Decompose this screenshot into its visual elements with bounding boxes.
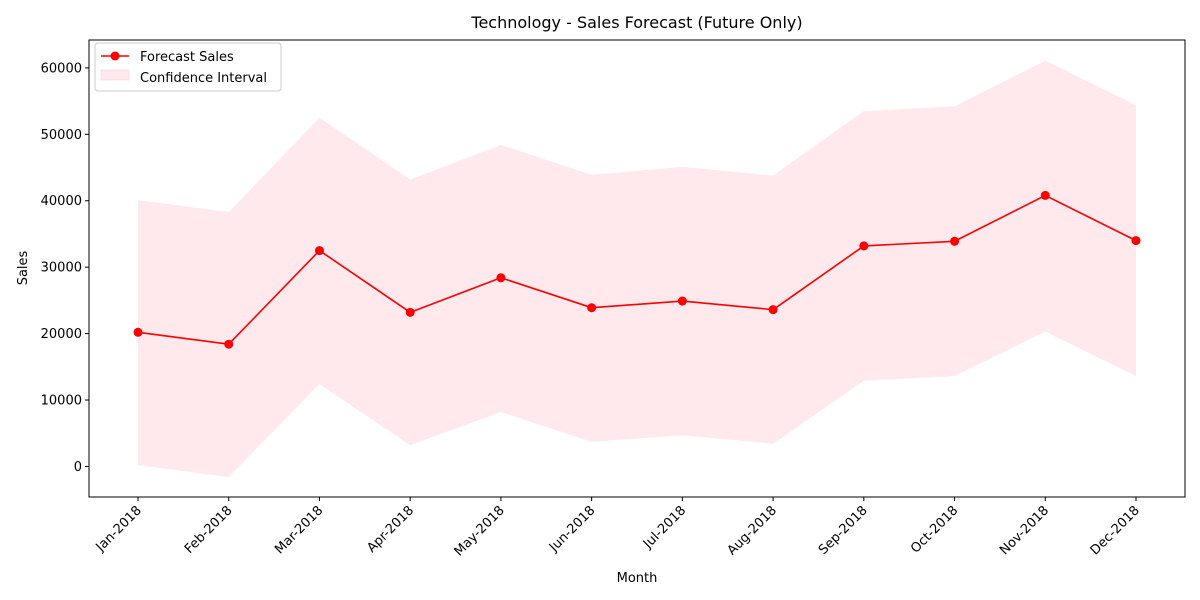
forecast-sales-point (133, 327, 143, 337)
forecast-sales-point (314, 246, 324, 256)
forecast-sales-line (137, 194, 1137, 346)
y-tick-label: 50000 (41, 128, 82, 143)
forecast-sales-point (677, 296, 687, 306)
forecast-sales-point (224, 339, 234, 349)
x-tick-label: Nov-2018 (997, 503, 1052, 558)
legend-forecast-marker-swatch (110, 51, 120, 61)
x-tick-label: Oct-2018 (908, 503, 961, 556)
series-layer (133, 190, 1141, 349)
y-tick-label: 40000 (41, 194, 82, 209)
forecast-sales-point (1040, 190, 1050, 200)
forecast-sales-point (405, 307, 415, 317)
y-tick-label: 10000 (41, 394, 82, 409)
x-tick-label: Sep-2018 (816, 503, 871, 558)
forecast-sales-point (950, 236, 960, 246)
legend-label-confidence-interval: Confidence Interval (140, 71, 267, 86)
x-tick-label: May-2018 (452, 503, 508, 559)
x-tick-label: Jul-2018 (640, 503, 689, 552)
x-tick-label: Mar-2018 (272, 503, 326, 557)
x-axis-ticks: Jan-2018 Feb-2018 Mar-2018 Apr-2018 May-2018… (93, 497, 1143, 559)
legend-ci-swatch (100, 69, 130, 81)
confidence-interval-band (138, 60, 1136, 478)
y-tick-label: 20000 (41, 327, 82, 342)
x-axis-title: Month (617, 571, 658, 586)
forecast-sales-point (587, 303, 597, 313)
legend: Forecast Sales Confidence Interval (94, 42, 282, 92)
y-axis-ticks: 0 10000 20000 30000 40000 50000 60000 (41, 61, 89, 475)
forecast-sales-point (859, 241, 869, 251)
x-tick-label: Dec-2018 (1088, 503, 1143, 558)
confidence-interval-layer (138, 60, 1136, 478)
chart-title: Technology - Sales Forecast (Future Only… (470, 13, 802, 32)
x-tick-label: Apr-2018 (364, 503, 417, 556)
axes (88, 39, 1186, 498)
y-tick-label: 30000 (41, 261, 82, 276)
plot-frame (88, 39, 1186, 498)
forecast-sales-point (1131, 236, 1141, 246)
y-axis-title: Sales (16, 250, 31, 285)
legend-frame (94, 42, 282, 92)
y-tick-label: 60000 (41, 61, 82, 76)
x-tick-label: Jun-2018 (546, 503, 598, 555)
x-tick-label: Jan-2018 (93, 503, 145, 555)
x-tick-label: Feb-2018 (182, 503, 236, 557)
forecast-sales-point (768, 305, 778, 315)
x-tick-label: Aug-2018 (725, 503, 780, 558)
legend-label-forecast: Forecast Sales (140, 50, 234, 65)
y-tick-label: 0 (74, 460, 82, 475)
forecast-sales-point (496, 273, 506, 283)
